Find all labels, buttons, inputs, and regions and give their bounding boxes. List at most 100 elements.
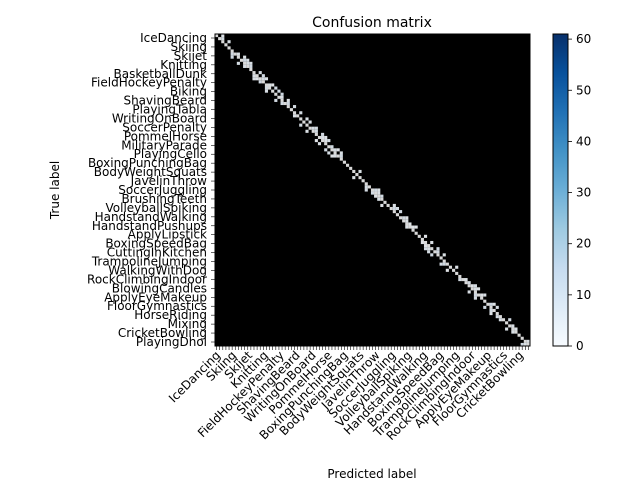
y-tick-label: HandstandWalking — [95, 210, 207, 224]
heatmap-cell — [392, 210, 396, 214]
heatmap-cell — [417, 234, 421, 238]
heatmap-cell — [314, 139, 318, 143]
heatmap-cell — [492, 308, 496, 313]
heatmap-cell — [430, 253, 434, 257]
heatmap-cell — [445, 262, 449, 266]
heatmap-cell — [324, 148, 328, 152]
heatmap-cell — [236, 52, 240, 56]
y-tick-label: SoccerPenalty — [122, 120, 207, 134]
heatmap-cell — [464, 281, 468, 285]
heatmap-cell — [308, 120, 312, 124]
heatmap-cell — [246, 64, 250, 68]
heatmap-cell — [520, 342, 524, 346]
heatmap-cell — [427, 247, 431, 251]
heatmap-cell — [439, 262, 443, 266]
heatmap-cell — [370, 188, 375, 192]
heatmap-cell — [339, 151, 343, 155]
colorbar-tick-label: 0 — [576, 339, 584, 353]
y-tick-label: Skiing — [171, 40, 207, 54]
heatmap-cell — [370, 191, 375, 195]
heatmap-cell — [511, 324, 515, 328]
y-tick-label: WalkingWithDog — [108, 263, 207, 277]
heatmap-cell — [405, 222, 409, 226]
heatmap-cell — [227, 40, 231, 44]
heatmap-cell — [448, 265, 453, 269]
heatmap-cell — [271, 83, 275, 87]
chart-title: Confusion matrix — [312, 15, 432, 31]
heatmap-cell — [224, 43, 228, 47]
y-tick-label: SoccerJuggling — [118, 183, 207, 197]
colorbar-tick-label: 30 — [576, 186, 591, 200]
heatmap-cell — [261, 74, 265, 78]
heatmap-cell — [508, 324, 512, 328]
y-axis-label: True label — [48, 161, 62, 220]
heatmap-cell — [352, 169, 356, 174]
colorbar-tick-label: 20 — [576, 237, 591, 251]
y-tick-label: BoxingPunchingBag — [88, 156, 207, 170]
heatmap-cell — [489, 302, 493, 306]
heatmap-cell — [233, 52, 237, 56]
heatmap-cell — [268, 86, 272, 90]
heatmap-cell — [305, 117, 309, 121]
y-tick-label: HorseRiding — [134, 308, 207, 322]
heatmap-cell — [423, 244, 428, 248]
heatmap-cell — [523, 342, 527, 346]
heatmap-cell — [333, 151, 337, 155]
heatmap-cell — [514, 327, 518, 331]
heatmap-cell — [283, 101, 287, 106]
heatmap-cell — [333, 154, 337, 158]
heatmap-cell — [305, 123, 309, 127]
colorbar-tick-label: 60 — [576, 32, 591, 46]
heatmap-cell — [243, 58, 247, 62]
heatmap-cell — [274, 86, 278, 90]
heatmap-cell — [380, 194, 384, 198]
y-tick-label: FloorGymnastics — [107, 299, 207, 313]
heatmap-cell — [342, 160, 346, 164]
heatmap-cell — [420, 237, 424, 241]
heatmap-cell — [473, 296, 477, 300]
heatmap-cell — [498, 315, 502, 319]
heatmap-cell — [511, 330, 515, 334]
heatmap-cell — [243, 64, 247, 68]
heatmap-cell — [458, 274, 462, 279]
heatmap-cell — [361, 179, 365, 183]
heatmap-cell — [495, 312, 499, 316]
heatmap-cell — [358, 176, 362, 180]
y-tick-label: PommelHorse — [124, 129, 207, 143]
heatmap-cell — [458, 278, 462, 282]
heatmap-cell — [489, 312, 493, 316]
heatmap-cell — [339, 157, 343, 161]
heatmap-cell — [299, 123, 303, 127]
heatmap-cell — [476, 293, 481, 297]
heatmap-cell — [277, 89, 281, 93]
heatmap-cell — [349, 166, 353, 170]
heatmap-cell — [336, 148, 340, 152]
heatmap-cell — [473, 287, 477, 291]
heatmap-cell — [218, 37, 222, 41]
heatmap-cell — [352, 176, 356, 180]
heatmap-cell — [501, 318, 506, 322]
heatmap-cell — [495, 305, 499, 309]
heatmap-cells — [215, 34, 530, 346]
y-tick-label: CuttingInKitchen — [107, 246, 207, 260]
heatmap-cell — [399, 216, 403, 220]
heatmap-cell — [476, 287, 481, 291]
heatmap-cell — [249, 64, 253, 68]
heatmap-cell — [473, 290, 477, 294]
heatmap-cell — [286, 101, 290, 106]
heatmap-cell — [252, 74, 256, 78]
heatmap-cell — [311, 126, 315, 130]
heatmap-cell — [470, 284, 474, 288]
y-tick-label: RockClimbingIndoor — [87, 272, 207, 286]
heatmap-cell — [364, 182, 368, 186]
heatmap-cell — [405, 219, 409, 223]
heatmap-cell — [255, 77, 259, 81]
heatmap-cell — [324, 139, 328, 143]
heatmap-cell — [249, 67, 253, 72]
heatmap-cell — [523, 339, 527, 343]
heatmap-cell — [395, 206, 400, 211]
heatmap-cell — [274, 98, 278, 102]
heatmap-cell — [243, 61, 247, 65]
heatmap-cell — [249, 61, 253, 65]
y-tick-label: BlowingCandles — [112, 281, 207, 295]
